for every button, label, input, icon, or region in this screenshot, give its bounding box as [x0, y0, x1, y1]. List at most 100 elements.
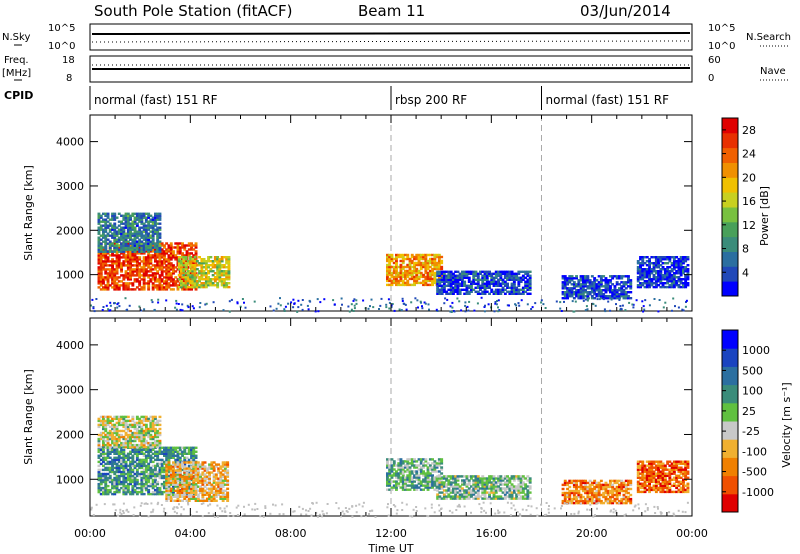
heatmap-cell [422, 488, 425, 491]
heatmap-cell [97, 450, 101, 453]
heatmap-cell [131, 254, 135, 257]
heatmap-cell [597, 289, 601, 292]
heatmap-cell [135, 452, 139, 455]
heatmap-cell [566, 281, 569, 284]
heatmap-cell [413, 271, 416, 275]
heatmap-cell [675, 260, 679, 263]
heatmap-cell [144, 212, 148, 215]
scatter-speck [402, 302, 405, 305]
heatmap-cell [176, 280, 180, 283]
heatmap-cell [521, 278, 525, 281]
scatter-speck [404, 303, 407, 306]
heatmap-cell [142, 262, 146, 265]
heatmap-cell [120, 446, 123, 449]
heatmap-cell [183, 254, 187, 257]
heatmap-cell [106, 258, 110, 261]
heatmap-cell [106, 232, 110, 235]
heatmap-cell [133, 431, 137, 435]
heatmap-cell [126, 240, 130, 243]
heatmap-cell [129, 450, 132, 453]
heatmap-cell [659, 258, 663, 261]
heatmap-cell [113, 230, 117, 233]
heatmap-cell [670, 270, 674, 273]
heatmap-cell [115, 232, 119, 235]
heatmap-cell [438, 278, 442, 281]
heatmap-cell [183, 475, 187, 478]
heatmap-cell [181, 252, 184, 255]
heatmap-cell [203, 475, 207, 478]
heatmap-cell [401, 265, 405, 269]
heatmap-cell [115, 452, 119, 455]
heatmap-cell [151, 452, 155, 455]
heatmap-cell [386, 488, 389, 491]
heatmap-cell [117, 419, 121, 423]
heatmap-cell [479, 286, 482, 289]
heatmap-cell [458, 487, 462, 490]
heatmap-cell [149, 458, 153, 462]
heatmap-cell [151, 490, 155, 494]
heatmap-cell [479, 288, 482, 291]
heatmap-cell [193, 270, 197, 273]
heatmap-cell [102, 232, 105, 235]
heatmap-cell [124, 472, 128, 476]
heatmap-cell [181, 477, 184, 480]
heatmap-cell [386, 255, 389, 259]
heatmap-cell [151, 286, 155, 289]
heatmap-cell [111, 260, 114, 263]
heatmap-cell [221, 473, 225, 476]
heatmap-cell [401, 474, 405, 477]
heatmap-cell [106, 437, 110, 441]
heatmap-cell [222, 264, 226, 267]
heatmap-cell [156, 419, 160, 423]
heatmap-cell [563, 297, 567, 300]
heatmap-cell [196, 497, 200, 500]
heatmap-cell [392, 486, 396, 489]
heatmap-cell [392, 267, 396, 271]
heatmap-cell [102, 236, 105, 239]
heatmap-cell [643, 262, 647, 265]
heatmap-cell [524, 276, 528, 279]
heatmap-cell [643, 268, 647, 271]
heatmap-cell [177, 278, 181, 281]
heatmap-cell [207, 276, 210, 279]
heatmap-cell [399, 259, 403, 263]
heatmap-cell [424, 478, 428, 481]
heatmap-cell [602, 295, 606, 298]
heatmap-cell [641, 274, 645, 277]
heatmap-cell [160, 270, 164, 273]
heatmap-cell [200, 258, 204, 261]
heatmap-cell [131, 228, 135, 231]
heatmap-cell [452, 481, 455, 484]
heatmap-cell [390, 257, 394, 261]
heatmap-cell [156, 433, 160, 437]
heatmap-cell [415, 466, 419, 469]
scatter-speck [175, 299, 178, 302]
heatmap-cell [158, 226, 162, 229]
heatmap-cell [97, 456, 101, 459]
heatmap-cell [124, 226, 128, 229]
heatmap-cell [195, 264, 199, 267]
heatmap-cell [140, 464, 144, 468]
heatmap-cell [672, 272, 676, 275]
heatmap-cell [194, 254, 198, 257]
heatmap-cell [178, 471, 182, 474]
heatmap-cell [102, 224, 105, 227]
heatmap-cell [133, 230, 137, 233]
scatter-speck [610, 298, 613, 301]
heatmap-cell [144, 218, 148, 221]
heatmap-cell [501, 278, 505, 281]
heatmap-cell [586, 285, 590, 288]
heatmap-cell [140, 214, 144, 217]
heatmap-cell [438, 274, 442, 277]
heatmap-cell [682, 258, 685, 261]
heatmap-cell [154, 224, 157, 227]
heatmap-cell [144, 460, 148, 464]
heatmap-cell [129, 260, 132, 263]
heatmap-cell [440, 259, 444, 263]
heatmap-cell [196, 485, 200, 488]
heatmap-cell [158, 490, 162, 494]
heatmap-cell [97, 286, 101, 289]
heatmap-cell [126, 490, 130, 494]
heatmap-cell [435, 470, 439, 473]
heatmap-cell [449, 497, 453, 500]
